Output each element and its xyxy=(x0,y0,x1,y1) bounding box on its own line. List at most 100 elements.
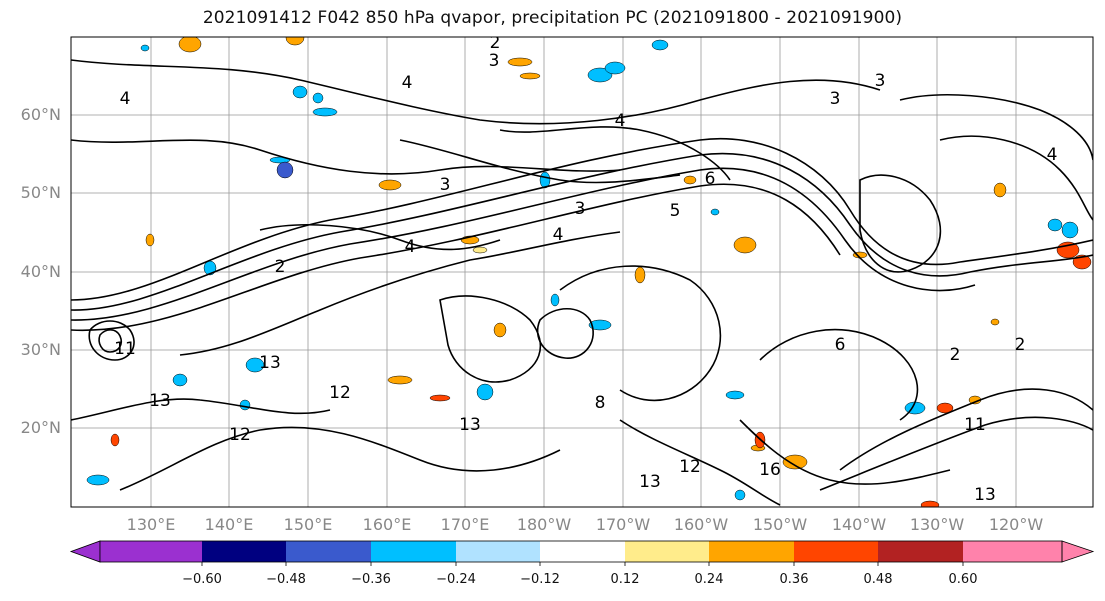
qvapor-contour-line xyxy=(259,224,501,251)
contour-value-label: 11 xyxy=(114,339,136,359)
lon-label: 140°E xyxy=(204,515,254,534)
qvapor-contour-line xyxy=(499,126,731,181)
contour-value-label: 6 xyxy=(705,169,716,189)
contour-value-label: 6 xyxy=(835,335,846,355)
precip-fill-patch xyxy=(292,85,308,99)
precip-fill-patch xyxy=(725,390,745,400)
contour-value-label: 3 xyxy=(489,51,500,71)
qvapor-contour-line xyxy=(759,328,919,421)
precip-fill-patch xyxy=(140,44,150,52)
contour-value-label: 4 xyxy=(402,73,413,93)
lat-label: 40°N xyxy=(20,262,61,281)
lat-label: 30°N xyxy=(20,340,61,359)
contour-value-label: 4 xyxy=(405,237,416,257)
contour-value-label: 3 xyxy=(875,71,886,91)
colorbar-segment xyxy=(286,541,371,562)
qvapor-contour-line xyxy=(71,139,621,175)
contour-value-label: 4 xyxy=(615,111,626,131)
colorbar-tick-label: 0.48 xyxy=(863,572,893,587)
precip-fill-patch xyxy=(276,161,294,179)
qvapor-contours xyxy=(71,59,1093,506)
precip-fill-patch xyxy=(378,179,402,191)
lon-label: 170°E xyxy=(440,515,490,534)
contour-value-label: 2 xyxy=(490,33,501,53)
colorbar-segment xyxy=(371,541,456,562)
precip-fill-patch xyxy=(734,489,746,501)
precip-fill-patch xyxy=(683,175,697,185)
precip-fill-patch xyxy=(476,383,494,401)
contour-value-label: 2 xyxy=(1015,335,1026,355)
contour-value-label: 8 xyxy=(595,393,606,413)
precip-fill-patch xyxy=(178,37,202,53)
precip-fill-patch xyxy=(507,57,533,67)
precip-fill-patch xyxy=(312,107,338,117)
lon-label: 130°E xyxy=(126,515,176,534)
precip-fill-patch xyxy=(493,322,507,338)
qvapor-contour-line xyxy=(179,231,621,356)
contour-value-label: 13 xyxy=(459,415,481,435)
contour-value-label: 13 xyxy=(639,472,661,492)
qvapor-contour-line xyxy=(71,398,331,421)
precip-fill-patch xyxy=(588,319,612,331)
contour-value-label: 2 xyxy=(950,345,961,365)
precip-fill-patch xyxy=(1047,218,1063,232)
precip-fill-patch xyxy=(936,402,954,414)
precip-fill-patch xyxy=(519,72,541,80)
colorbar-tick-label: −0.48 xyxy=(266,572,306,587)
precip-fill-patch xyxy=(733,236,757,254)
qvapor-contour-line xyxy=(899,94,1093,161)
colorbar-extend-max xyxy=(1061,540,1095,563)
precip-fill-patch xyxy=(550,293,560,307)
colorbar-segment xyxy=(794,541,878,562)
lat-label: 50°N xyxy=(20,183,61,202)
lon-label: 160°E xyxy=(362,515,412,534)
colorbar-segment xyxy=(625,541,709,562)
colorbar-frame xyxy=(99,540,1063,563)
precip-fill-patch xyxy=(145,233,155,247)
qvapor-contour-line xyxy=(71,137,1093,301)
precip-fill-patch xyxy=(634,266,646,284)
precip-fill-patch xyxy=(86,474,110,486)
qvapor-contour-line xyxy=(399,139,681,184)
contour-value-label: 2 xyxy=(275,257,286,277)
map-frame xyxy=(70,36,1094,508)
lat-label: 60°N xyxy=(20,105,61,124)
qvapor-contour-line xyxy=(839,388,1093,471)
contour-value-label: 13 xyxy=(149,391,171,411)
contour-value-label: 4 xyxy=(553,225,564,245)
precip-fill-patch xyxy=(710,208,720,216)
qvapor-contour-line xyxy=(619,419,781,506)
contour-value-label: 3 xyxy=(830,89,841,109)
precip-fill-patch xyxy=(920,500,940,507)
contour-value-label: 16 xyxy=(759,460,781,480)
precip-fill-patch xyxy=(587,67,613,83)
qvapor-contour-line xyxy=(536,308,594,359)
contour-value-label: 5 xyxy=(670,201,681,221)
lon-label: 120°W xyxy=(988,515,1044,534)
qvapor-contour-line xyxy=(819,416,1093,491)
gridlines xyxy=(71,37,1093,507)
qvapor-contour-line xyxy=(98,329,123,353)
lon-label: 170°W xyxy=(595,515,651,534)
precip-fill-patch xyxy=(110,433,120,447)
contour-value-label: 12 xyxy=(679,457,701,477)
contour-value-label: 13 xyxy=(259,353,281,373)
colorbar-tick-label: 0.12 xyxy=(610,572,640,587)
contour-value-label: 11 xyxy=(964,415,986,435)
contour-value-label: 4 xyxy=(1047,145,1058,165)
lon-label: 140°W xyxy=(831,515,887,534)
colorbar-tick-label: 0.24 xyxy=(694,572,724,587)
qvapor-contour-line xyxy=(119,426,561,491)
lat-label: 20°N xyxy=(20,418,61,437)
precip-fill-patch xyxy=(990,318,1000,326)
colorbar-extend-min xyxy=(69,540,101,563)
precip-fill-patch xyxy=(604,61,626,75)
contour-value-label: 12 xyxy=(329,383,351,403)
precip-fill-patch xyxy=(1061,221,1079,239)
qvapor-contour-line xyxy=(939,135,1093,221)
colorbar-segment xyxy=(709,541,794,562)
precip-fill-patch xyxy=(245,357,265,373)
qvapor-contour-line xyxy=(71,152,1093,311)
precip-fill-patch xyxy=(429,394,451,402)
